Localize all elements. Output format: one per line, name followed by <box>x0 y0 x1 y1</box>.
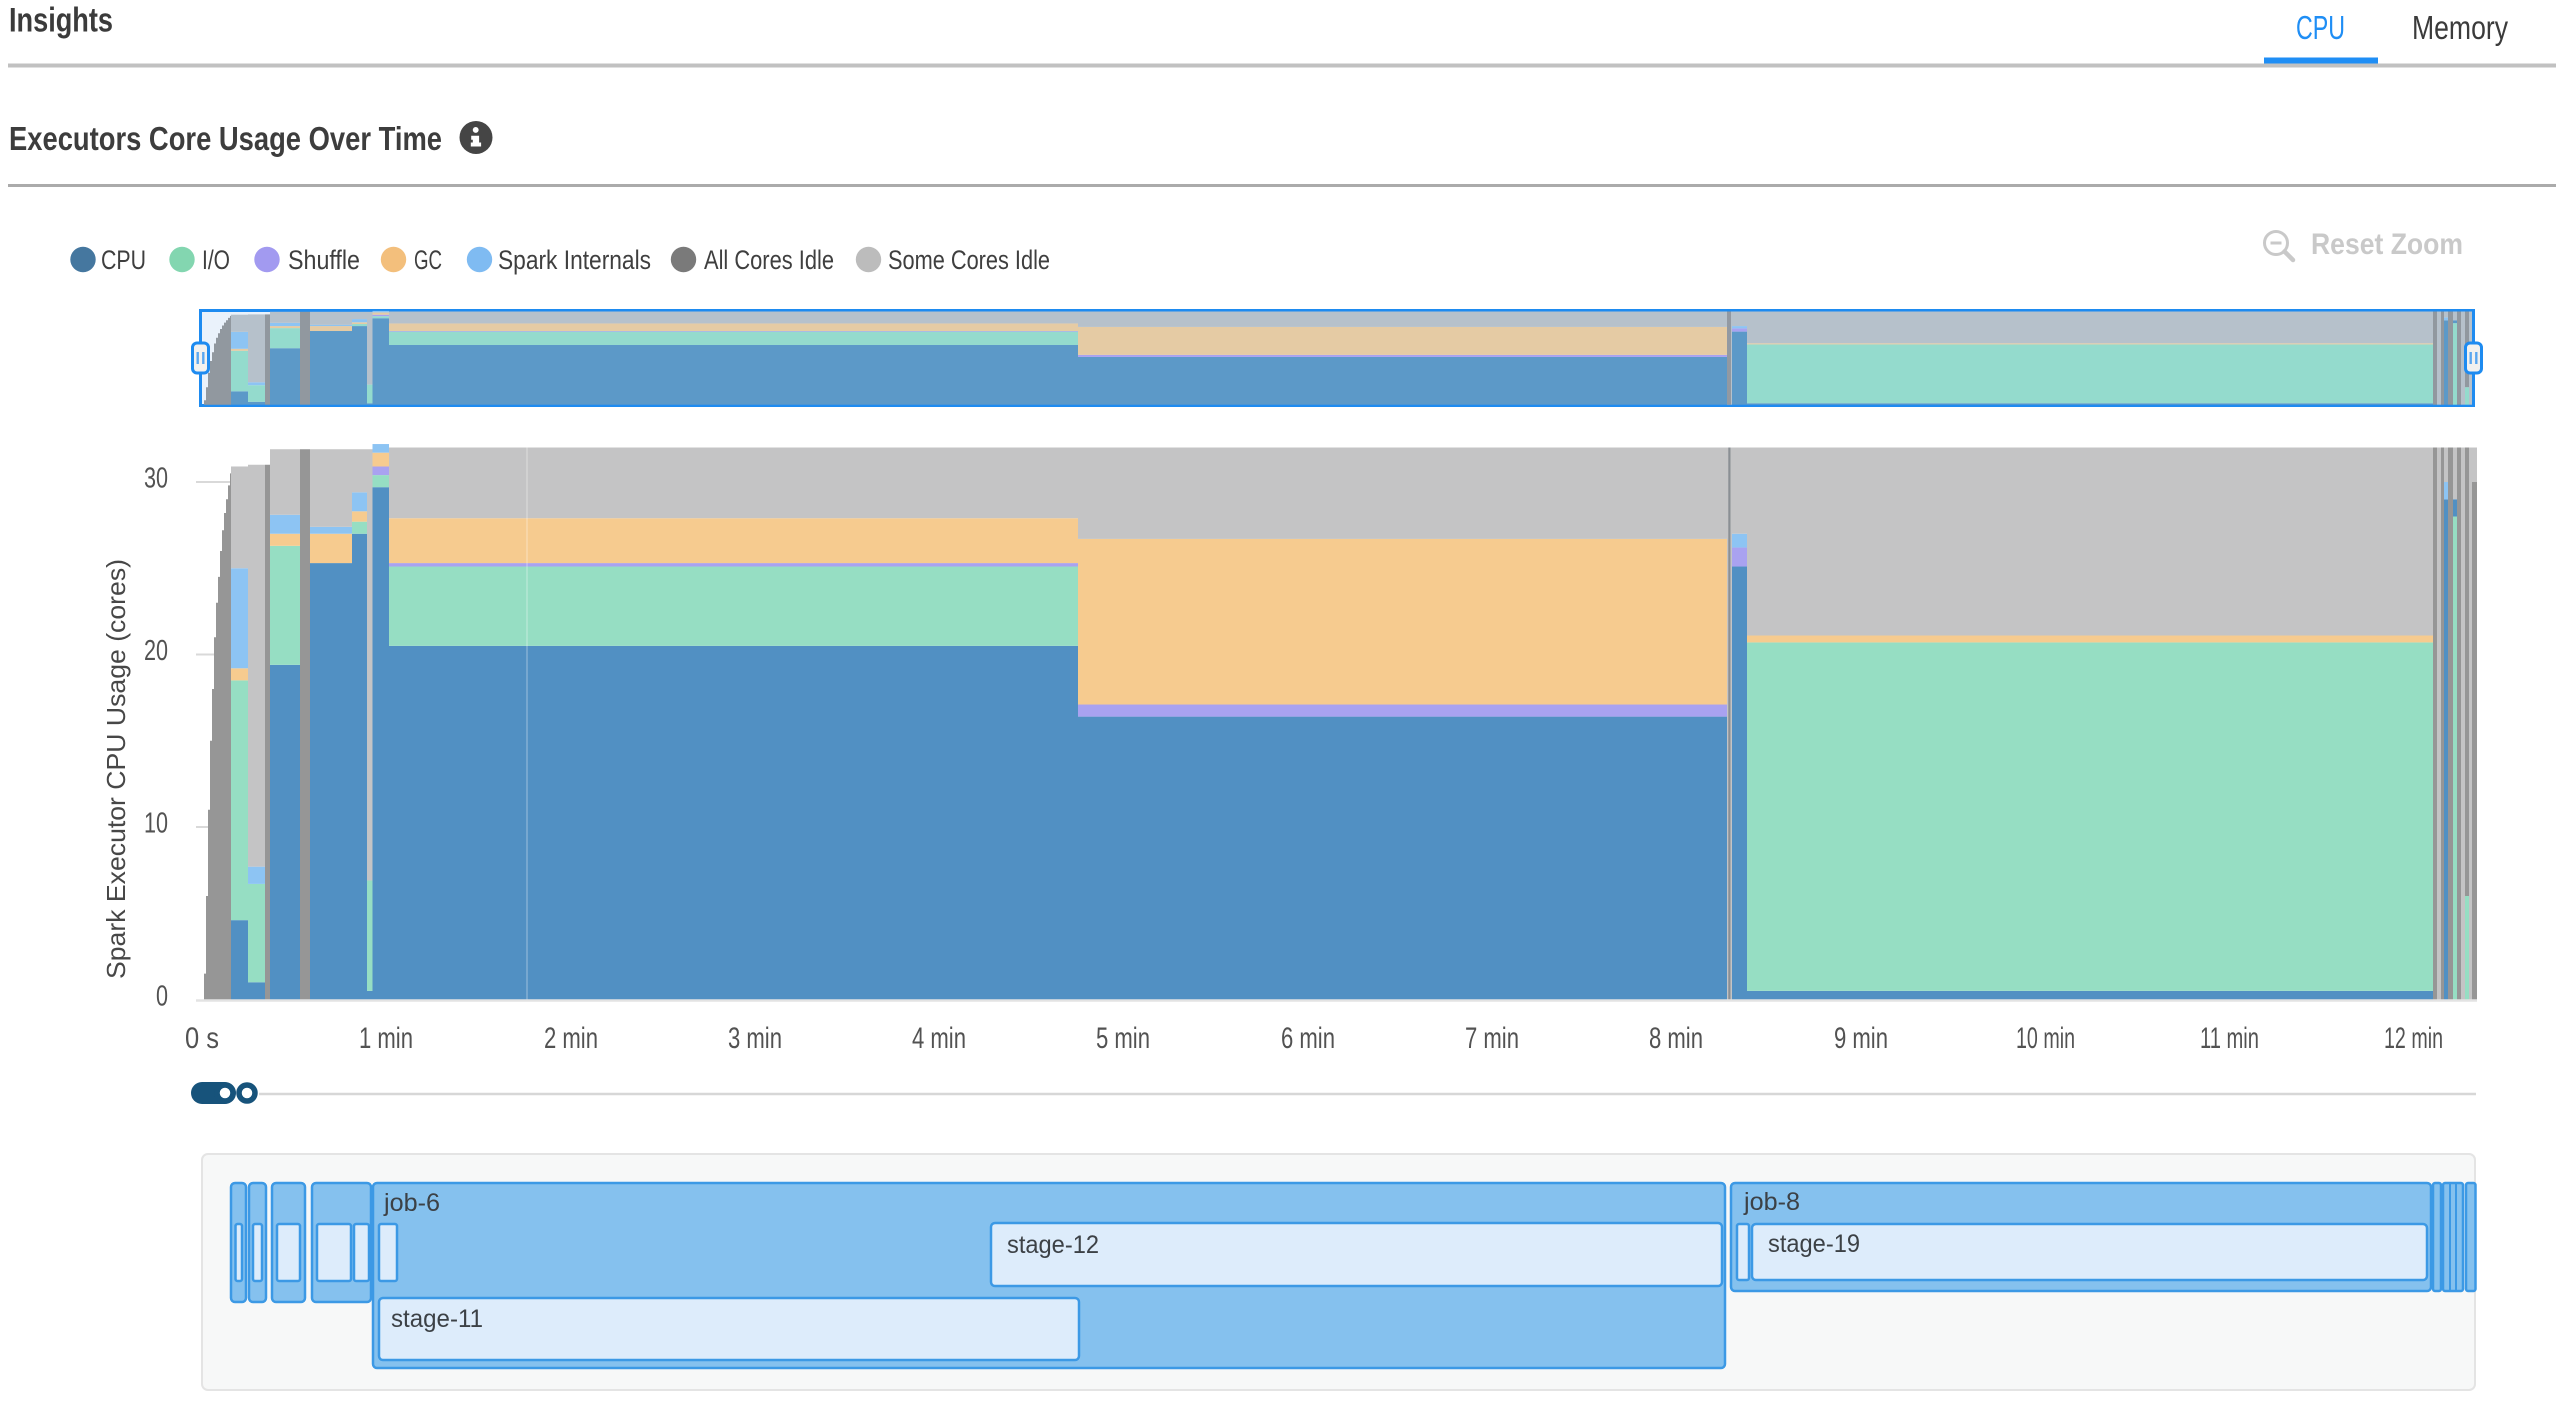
svg-text:Spark Executor CPU Usage (core: Spark Executor CPU Usage (cores) <box>101 559 131 979</box>
svg-text:4 min: 4 min <box>912 1022 966 1055</box>
svg-text:2 min: 2 min <box>544 1022 598 1055</box>
svg-text:CPU: CPU <box>2296 9 2345 46</box>
svg-text:6 min: 6 min <box>1281 1022 1335 1055</box>
svg-text:GC: GC <box>414 245 442 275</box>
svg-text:Reset Zoom: Reset Zoom <box>2311 228 2463 261</box>
svg-text:12 min: 12 min <box>2384 1022 2443 1055</box>
svg-text:All Cores Idle: All Cores Idle <box>704 245 834 275</box>
svg-text:10 min: 10 min <box>2016 1022 2075 1055</box>
svg-text:9 min: 9 min <box>1834 1022 1888 1055</box>
svg-text:stage-11: stage-11 <box>391 1305 483 1333</box>
svg-text:stage-19: stage-19 <box>1768 1230 1860 1258</box>
svg-text:Spark Internals: Spark Internals <box>498 245 651 275</box>
svg-text:Some Cores Idle: Some Cores Idle <box>888 245 1050 275</box>
svg-text:7 min: 7 min <box>1465 1022 1519 1055</box>
svg-text:stage-12: stage-12 <box>1007 1231 1099 1259</box>
svg-text:job-8: job-8 <box>1743 1188 1800 1216</box>
svg-text:30: 30 <box>144 463 168 495</box>
svg-text:5 min: 5 min <box>1096 1022 1150 1055</box>
svg-text:8 min: 8 min <box>1649 1022 1703 1055</box>
svg-text:0 s: 0 s <box>185 1022 219 1055</box>
svg-text:Shuffle: Shuffle <box>288 245 360 275</box>
svg-text:11 min: 11 min <box>2200 1022 2259 1055</box>
svg-text:I/O: I/O <box>202 245 230 275</box>
svg-text:1 min: 1 min <box>359 1022 413 1055</box>
svg-text:20: 20 <box>144 635 168 667</box>
svg-text:10: 10 <box>144 808 168 840</box>
svg-text:job-6: job-6 <box>383 1189 440 1217</box>
svg-text:Executors Core Usage Over Time: Executors Core Usage Over Time <box>9 120 442 157</box>
svg-text:CPU: CPU <box>101 245 146 275</box>
svg-text:Insights: Insights <box>9 2 113 40</box>
svg-text:Memory: Memory <box>2412 9 2508 46</box>
svg-text:0: 0 <box>156 981 168 1013</box>
svg-text:3 min: 3 min <box>728 1022 782 1055</box>
